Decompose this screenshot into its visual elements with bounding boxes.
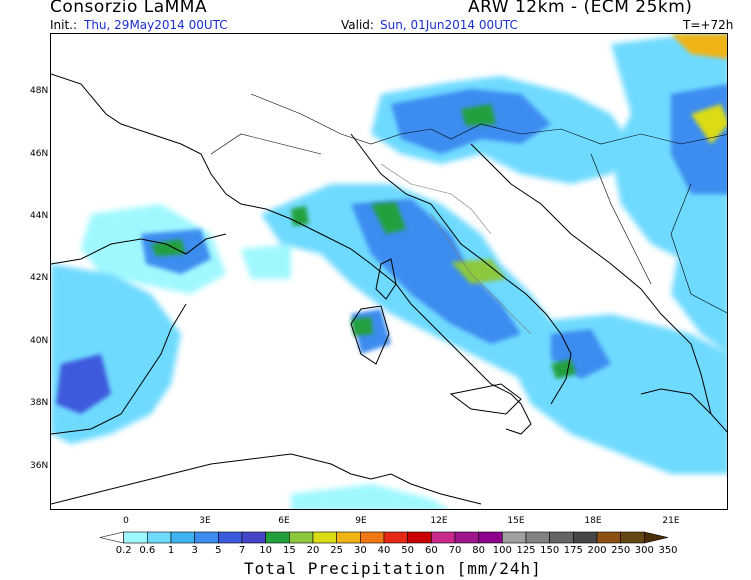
coastlines: [51, 73, 727, 505]
colorbar-swatch: [573, 531, 598, 544]
colorbar-swatch: [170, 531, 195, 544]
colorbar-level-label: 200: [587, 545, 606, 556]
colorbar-level-label: 60: [425, 545, 438, 556]
map-canvas: [51, 34, 727, 509]
colorbar-title: Total Precipitation [mm/24h]: [244, 559, 542, 578]
valid-label: Valid:: [341, 18, 374, 32]
lon-label: 18E: [584, 516, 602, 526]
lat-label: 42N: [30, 273, 49, 283]
colorbar-swatch: [644, 531, 669, 544]
colorbar-level-label: 30: [354, 545, 367, 556]
colorbar-level-label: 40: [378, 545, 391, 556]
lat-label: 46N: [30, 149, 49, 159]
lon-label: 9E: [355, 516, 367, 526]
lon-label: 21E: [662, 516, 680, 526]
colorbar-level-label: 25: [330, 545, 343, 556]
lat-label: 36N: [30, 461, 49, 471]
colorbar-level-label: 100: [493, 545, 512, 556]
colorbar-level-label: 0.2: [116, 545, 132, 556]
title-right: ARW 12km - (ECM 25km): [468, 0, 693, 17]
lon-label: 3E: [199, 516, 211, 526]
colorbar-swatch: [454, 531, 479, 544]
colorbar-level-label: 125: [516, 545, 535, 556]
title-left: Consorzio LaMMA: [50, 0, 208, 17]
lat-label: 48N: [30, 86, 49, 96]
precipitation-map: [50, 33, 728, 510]
colorbar-swatch: [478, 531, 503, 544]
colorbar-swatch: [194, 531, 219, 544]
lon-label: 12E: [430, 516, 448, 526]
colorbar-level-label: 3: [191, 545, 197, 556]
colorbar-swatch: [549, 531, 574, 544]
colorbar-swatch: [265, 531, 290, 544]
colorbar-swatch: [218, 531, 243, 544]
colorbar-level-label: 20: [307, 545, 320, 556]
colorbar-swatch: [336, 531, 361, 544]
colorbar-level-label: 175: [564, 545, 583, 556]
colorbar-swatch: [502, 531, 527, 544]
colorbar-swatch: [525, 531, 550, 544]
colorbar-level-label: 250: [611, 545, 630, 556]
colorbar-swatch: [360, 531, 385, 544]
lat-label: 38N: [30, 398, 49, 408]
lat-label: 44N: [30, 211, 49, 221]
borders: [210, 93, 727, 314]
colorbar-level-label: 1: [168, 545, 174, 556]
colorbar-swatch: [241, 531, 266, 544]
colorbar-level-label: 5: [215, 545, 221, 556]
colorbar-level-label: 50: [401, 545, 414, 556]
colorbar-level-label: 10: [259, 545, 272, 556]
colorbar-level-label: 350: [658, 545, 677, 556]
lon-label: 6E: [278, 516, 290, 526]
colorbar-level-label: 7: [239, 545, 245, 556]
colorbar-swatch: [383, 531, 408, 544]
colorbar-level-label: 150: [540, 545, 559, 556]
forecast-timestep: T=+72h: [683, 18, 734, 32]
italy-regions: [380, 163, 532, 335]
colorbar-level-label: 70: [449, 545, 462, 556]
colorbar-swatch: [289, 531, 314, 544]
colorbar-swatch: [407, 531, 432, 544]
colorbar-swatch: [123, 531, 148, 544]
lat-label: 40N: [30, 336, 49, 346]
colorbar-swatch: [431, 531, 456, 544]
init-label: Init.:: [50, 18, 78, 32]
colorbar-swatch: [147, 531, 172, 544]
colorbar-swatch: [312, 531, 337, 544]
colorbar-level-label: 80: [472, 545, 485, 556]
valid-value: Sun, 01Jun2014 00UTC: [380, 18, 518, 32]
init-value: Thu, 29May2014 00UTC: [84, 18, 228, 32]
colorbar-swatch: [99, 531, 124, 544]
colorbar-level-label: 15: [283, 545, 296, 556]
colorbar-level-label: 300: [635, 545, 654, 556]
lon-label: 0: [123, 516, 129, 526]
colorbar-level-label: 0.6: [139, 545, 155, 556]
colorbar-swatch: [596, 531, 621, 544]
colorbar-swatch: [620, 531, 645, 544]
lon-label: 15E: [507, 516, 525, 526]
